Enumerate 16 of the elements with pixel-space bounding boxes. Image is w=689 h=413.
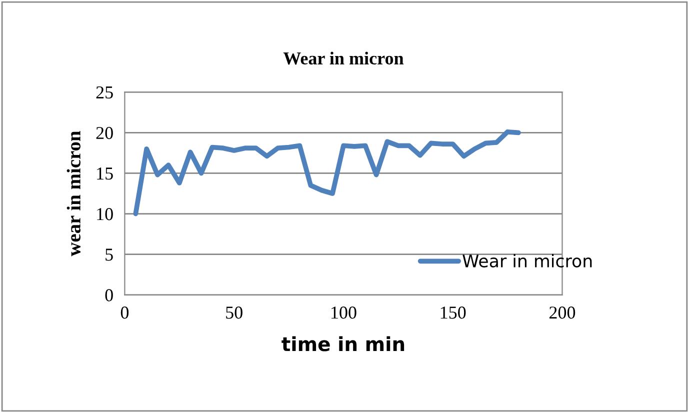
- x-axis-title: time in min: [282, 336, 404, 352]
- y-tick-label: 0: [105, 289, 113, 302]
- x-tick-label: 0: [120, 306, 129, 319]
- y-tick-label: 25: [96, 86, 113, 99]
- x-tick-label: 200: [549, 306, 576, 319]
- legend-label: Wear in micron: [462, 254, 592, 268]
- y-tick-label: 5: [106, 248, 113, 261]
- chart-title: Wear in micron: [283, 52, 404, 65]
- line-series: [133, 129, 521, 216]
- y-tick-label: 10: [97, 208, 113, 220]
- x-tick-label: 100: [332, 306, 356, 319]
- y-tick-label: 15: [97, 168, 113, 180]
- y-tick-label: 20: [96, 126, 113, 140]
- y-axis-title: wear in micron: [66, 130, 80, 256]
- x-tick-label: 150: [440, 306, 466, 319]
- x-tick-label: 50: [226, 306, 242, 319]
